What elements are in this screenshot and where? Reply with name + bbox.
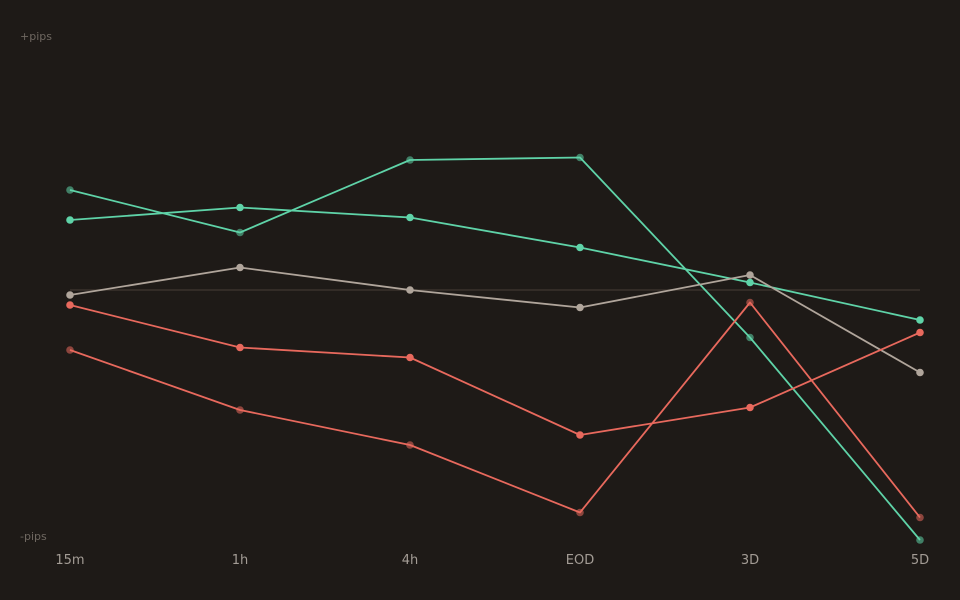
x-tick-label: 3D [741,553,759,568]
series-5-point [236,406,244,414]
series-2-point [66,186,74,194]
series-4-point [746,403,754,412]
series-5-point [576,508,584,517]
series-1-point [746,278,754,287]
series-4-point [576,431,584,439]
series-3-point [746,271,754,279]
series-3-point [66,291,74,299]
x-tick-label: 5D [911,553,929,568]
x-tick-label: 4h [402,553,419,568]
series-3-line [69,266,921,374]
y-axis-bottom-label: -pips [20,530,47,543]
series-1-point [406,213,414,222]
series-3-point [576,303,584,312]
series-1-point [236,203,244,212]
x-tick-label: EOD [566,553,594,568]
series-5-point [406,441,414,449]
series-4-line [69,304,921,436]
series-2-point [746,333,754,342]
series-1 [66,203,924,324]
series-2-point [236,228,244,237]
series-2-line [69,156,921,541]
series-1-point [576,243,584,252]
series-5 [66,298,924,522]
series-4-point [66,301,74,309]
series-3-point [236,263,244,272]
series-3 [66,263,924,377]
series-3-point [916,368,924,377]
series-2-point [406,156,414,164]
series-4 [66,301,924,439]
series-5-line [69,301,921,519]
series-1-point [66,216,74,224]
y-axis-top-label: +pips [20,30,52,43]
series-1-point [916,316,924,324]
series-3-point [406,286,414,294]
series-4-point [916,328,924,337]
x-tick-label: 1h [232,553,249,568]
series-2-point [576,153,584,162]
series-4-point [236,343,244,352]
series-4-point [406,353,414,362]
x-tick-label: 15m [55,553,84,568]
series-5-point [746,298,754,307]
series-5-point [916,513,924,522]
series-2 [66,153,924,544]
series-5-point [66,346,74,354]
series-1-line [69,206,921,321]
series-2-point [916,536,924,544]
